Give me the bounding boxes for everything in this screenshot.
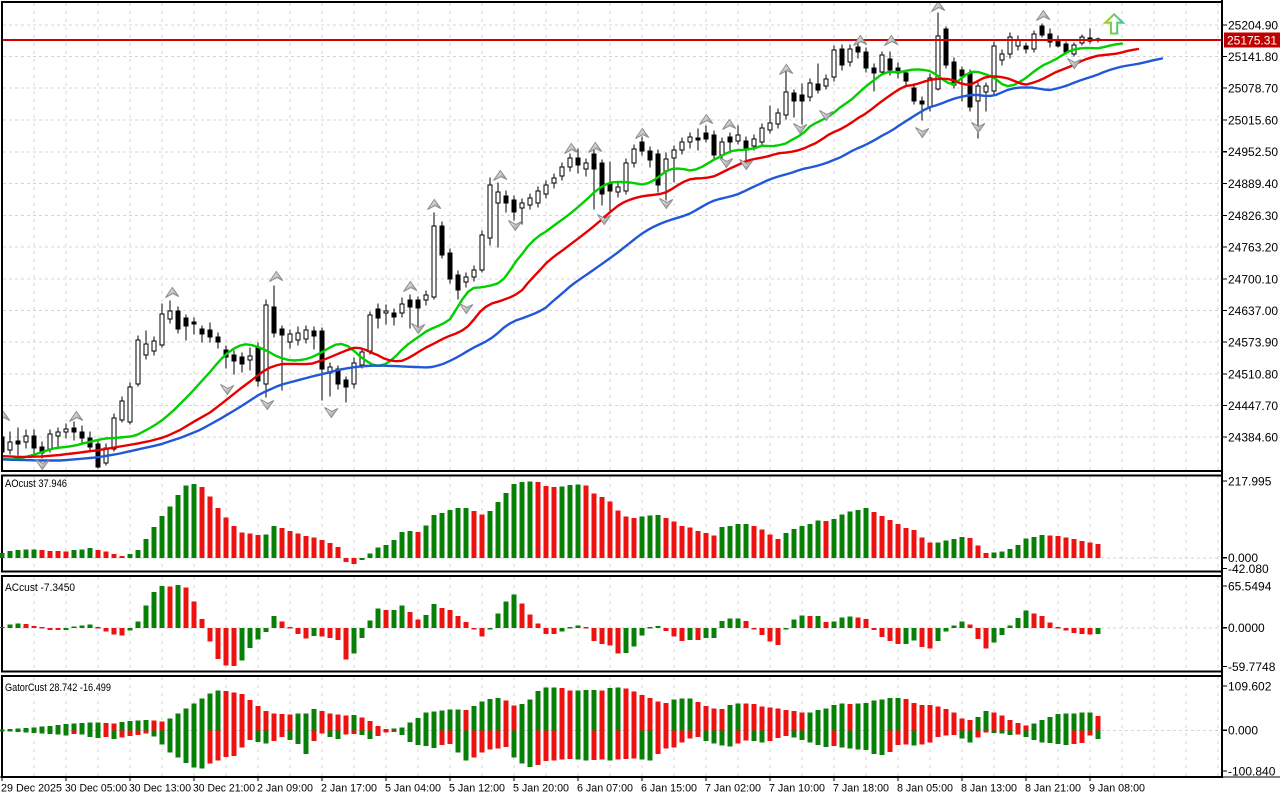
svg-text:30 Dec 21:00: 30 Dec 21:00 xyxy=(193,783,255,795)
svg-text:8 Jan 13:00: 8 Jan 13:00 xyxy=(961,783,1017,795)
svg-text:5 Jan 12:00: 5 Jan 12:00 xyxy=(449,783,505,795)
svg-text:30 Dec 05:00: 30 Dec 05:00 xyxy=(65,783,127,795)
svg-text:109.602: 109.602 xyxy=(1228,679,1272,693)
svg-text:25015.60: 25015.60 xyxy=(1228,113,1278,127)
svg-text:217.995: 217.995 xyxy=(1228,474,1272,488)
svg-text:8 Jan 05:00: 8 Jan 05:00 xyxy=(897,783,953,795)
svg-text:GatorCust 28.742 -16.499: GatorCust 28.742 -16.499 xyxy=(5,682,111,694)
svg-text:25204.90: 25204.90 xyxy=(1228,18,1278,32)
svg-text:0.000: 0.000 xyxy=(1228,551,1258,565)
svg-text:AOcust 37.946: AOcust 37.946 xyxy=(5,478,67,490)
svg-text:24763.20: 24763.20 xyxy=(1228,240,1278,254)
svg-text:ACcust -7.3450: ACcust -7.3450 xyxy=(5,582,75,594)
svg-text:25175.31: 25175.31 xyxy=(1227,33,1277,47)
svg-text:-59.7748: -59.7748 xyxy=(1228,660,1276,674)
svg-text:0.000: 0.000 xyxy=(1228,724,1258,738)
svg-text:2 Jan 17:00: 2 Jan 17:00 xyxy=(321,783,377,795)
svg-text:24826.30: 24826.30 xyxy=(1228,209,1278,223)
svg-text:5 Jan 20:00: 5 Jan 20:00 xyxy=(513,783,569,795)
svg-text:7 Jan 02:00: 7 Jan 02:00 xyxy=(705,783,761,795)
svg-text:9 Jan 08:00: 9 Jan 08:00 xyxy=(1089,783,1145,795)
svg-text:25078.70: 25078.70 xyxy=(1228,81,1278,95)
svg-text:65.5494: 65.5494 xyxy=(1228,579,1272,593)
svg-text:24510.80: 24510.80 xyxy=(1228,367,1278,381)
svg-text:30 Dec 13:00: 30 Dec 13:00 xyxy=(129,783,191,795)
svg-text:7 Jan 10:00: 7 Jan 10:00 xyxy=(769,783,825,795)
svg-text:-42.080: -42.080 xyxy=(1228,562,1269,576)
svg-text:25141.80: 25141.80 xyxy=(1228,50,1278,64)
svg-text:6 Jan 15:00: 6 Jan 15:00 xyxy=(641,783,697,795)
svg-text:24889.40: 24889.40 xyxy=(1228,177,1278,191)
svg-text:8 Jan 21:00: 8 Jan 21:00 xyxy=(1025,783,1081,795)
svg-text:29 Dec 2025: 29 Dec 2025 xyxy=(1,783,62,795)
svg-text:24952.50: 24952.50 xyxy=(1228,145,1278,159)
svg-text:-100.840: -100.840 xyxy=(1228,764,1276,778)
svg-text:6 Jan 07:00: 6 Jan 07:00 xyxy=(577,783,633,795)
svg-text:5 Jan 04:00: 5 Jan 04:00 xyxy=(385,783,441,795)
svg-text:7 Jan 18:00: 7 Jan 18:00 xyxy=(833,783,889,795)
svg-text:2 Jan 09:00: 2 Jan 09:00 xyxy=(257,783,313,795)
svg-text:24384.60: 24384.60 xyxy=(1228,430,1278,444)
svg-text:24637.00: 24637.00 xyxy=(1228,304,1278,318)
svg-text:24700.10: 24700.10 xyxy=(1228,272,1278,286)
svg-text:0.0000: 0.0000 xyxy=(1228,621,1265,635)
svg-text:24573.90: 24573.90 xyxy=(1228,335,1278,349)
svg-text:24447.70: 24447.70 xyxy=(1228,399,1278,413)
